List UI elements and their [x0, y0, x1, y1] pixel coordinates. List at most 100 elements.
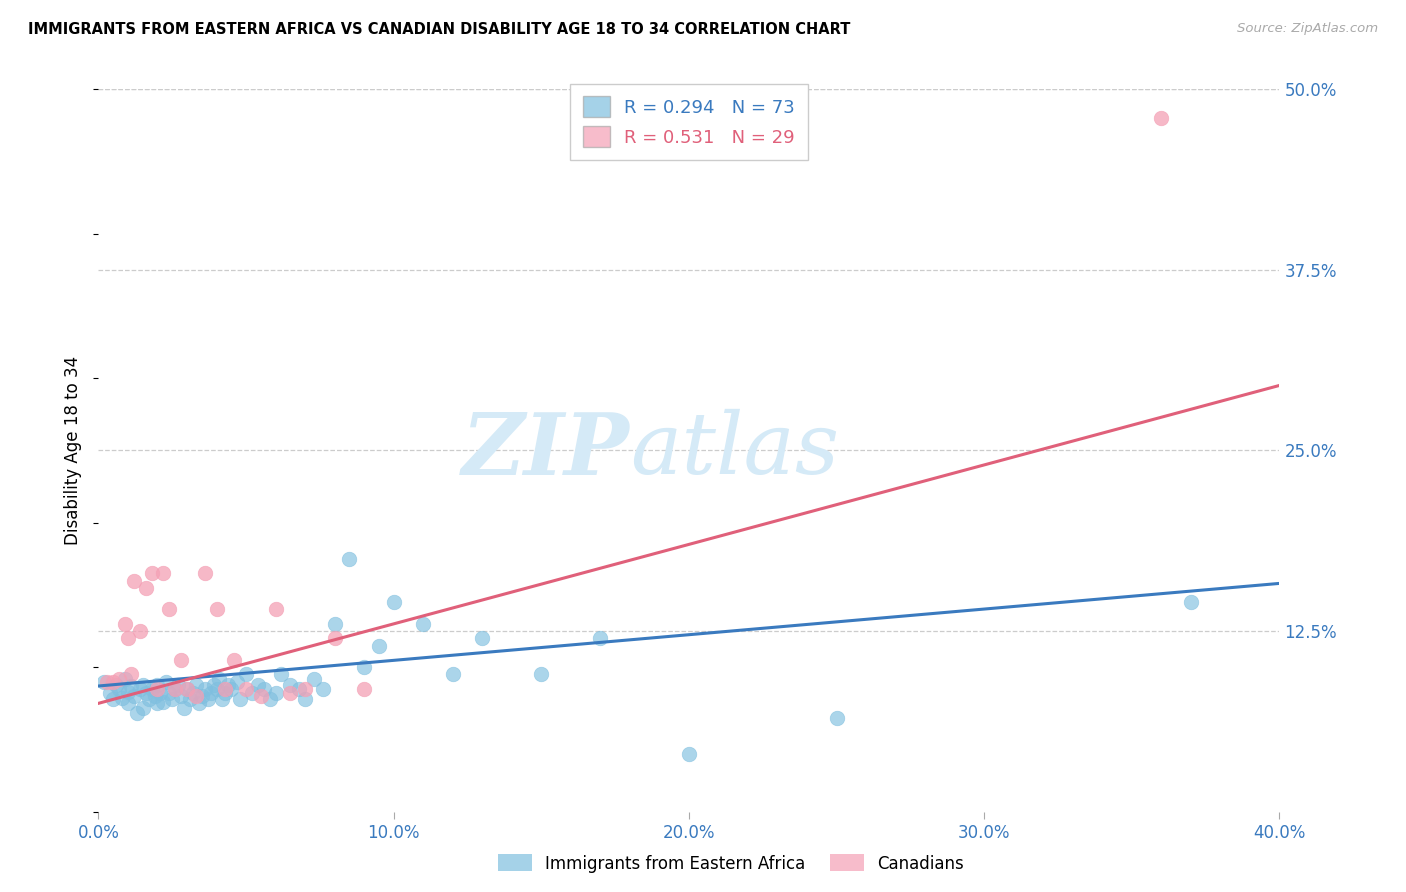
Point [111, 690, 134, 705]
Point [191, 689, 214, 703]
Point [117, 685, 139, 699]
Point [382, 595, 405, 609]
Point [141, 566, 163, 581]
Point [280, 677, 302, 691]
Point [197, 692, 219, 706]
Point [214, 681, 236, 696]
Point [229, 692, 252, 706]
Point [96, 674, 118, 689]
Point [211, 692, 233, 706]
Point [155, 674, 177, 689]
Point [471, 632, 494, 646]
Point [179, 692, 201, 706]
Point [103, 674, 125, 689]
Point [221, 681, 243, 696]
Text: IMMIGRANTS FROM EASTERN AFRICA VS CANADIAN DISABILITY AGE 18 TO 34 CORRELATION C: IMMIGRANTS FROM EASTERN AFRICA VS CANADI… [28, 22, 851, 37]
Point [114, 616, 136, 631]
Point [114, 672, 136, 686]
Point [226, 674, 249, 689]
Point [122, 689, 145, 703]
Point [202, 677, 225, 691]
Point [217, 677, 239, 691]
Point [170, 653, 193, 667]
Point [280, 686, 302, 700]
Point [589, 632, 612, 646]
Point [146, 696, 169, 710]
Point [176, 681, 198, 696]
Point [128, 624, 150, 639]
Point [825, 711, 848, 725]
Point [167, 677, 190, 691]
Point [93, 674, 115, 689]
Point [157, 686, 180, 700]
Point [181, 686, 204, 700]
Point [117, 632, 139, 646]
Text: Source: ZipAtlas.com: Source: ZipAtlas.com [1237, 22, 1378, 36]
Point [259, 692, 281, 706]
Point [184, 677, 207, 691]
Point [135, 581, 157, 595]
Point [149, 686, 172, 700]
Point [368, 639, 391, 653]
Point [246, 677, 269, 691]
Point [176, 681, 198, 696]
Point [152, 566, 174, 581]
Point [173, 700, 195, 714]
Point [135, 686, 157, 700]
Point [146, 677, 169, 691]
Point [264, 602, 287, 616]
Point [141, 681, 163, 696]
Point [98, 686, 121, 700]
Point [312, 681, 335, 696]
Point [205, 681, 228, 696]
Point [125, 706, 148, 721]
Point [120, 679, 142, 693]
Point [157, 602, 180, 616]
Point [270, 667, 292, 681]
Point [146, 681, 169, 696]
Point [264, 686, 287, 700]
Point [678, 747, 700, 761]
Point [117, 696, 139, 710]
Point [1180, 595, 1202, 609]
Legend: R = 0.294   N = 73, R = 0.531   N = 29: R = 0.294 N = 73, R = 0.531 N = 29 [571, 84, 807, 160]
Point [208, 672, 231, 686]
Legend: Immigrants from Eastern Africa, Canadians: Immigrants from Eastern Africa, Canadian… [492, 847, 970, 880]
Point [143, 689, 166, 703]
Point [108, 672, 131, 686]
Point [200, 686, 222, 700]
Point [412, 616, 434, 631]
Point [253, 681, 276, 696]
Point [441, 667, 464, 681]
Point [138, 692, 160, 706]
Point [294, 692, 316, 706]
Text: ZIP: ZIP [463, 409, 630, 492]
Point [162, 692, 183, 706]
Point [1150, 111, 1173, 125]
Point [302, 672, 325, 686]
Text: atlas: atlas [630, 409, 839, 491]
Point [323, 616, 346, 631]
Point [323, 632, 346, 646]
Point [187, 696, 209, 710]
Point [194, 681, 217, 696]
Point [353, 681, 375, 696]
Point [128, 681, 150, 696]
Point [170, 689, 193, 703]
Point [194, 566, 217, 581]
Point [240, 686, 263, 700]
Point [152, 695, 174, 709]
Point [288, 681, 311, 696]
Point [184, 689, 207, 703]
Y-axis label: Disability Age 18 to 34: Disability Age 18 to 34 [65, 356, 83, 545]
Point [103, 692, 125, 706]
Point [132, 677, 155, 691]
Point [108, 681, 131, 696]
Point [165, 681, 187, 696]
Point [224, 653, 246, 667]
Point [105, 677, 128, 691]
Point [120, 667, 142, 681]
Point [250, 689, 273, 703]
Point [205, 602, 228, 616]
Point [530, 667, 553, 681]
